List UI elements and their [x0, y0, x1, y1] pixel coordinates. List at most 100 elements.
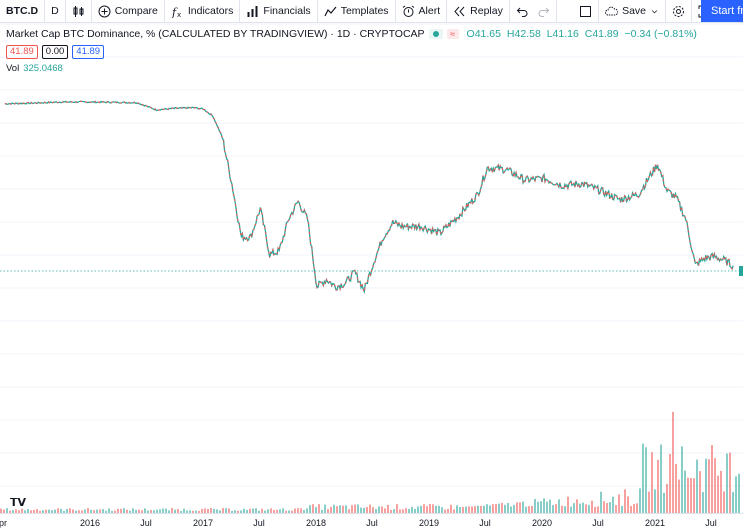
volume-bar [213, 508, 215, 513]
volume-bar [81, 510, 83, 513]
volume-bar [363, 507, 365, 513]
volume-bar [321, 509, 323, 513]
volume-bar [642, 443, 644, 513]
volume-bar [630, 505, 632, 513]
volume-bar [315, 507, 317, 513]
interval-label: D [51, 5, 59, 17]
volume-bar [528, 506, 530, 513]
volume-bar [132, 508, 134, 513]
volume-bar [405, 508, 407, 513]
time-axis-tick: Jul [479, 518, 491, 528]
volume-bar [618, 494, 620, 513]
volume-bar [597, 506, 599, 513]
financials-button[interactable]: Financials [240, 0, 318, 22]
volume-bar [162, 508, 164, 513]
volume-bar [516, 502, 518, 513]
volume-bar [228, 508, 230, 513]
volume-bar [309, 505, 311, 513]
price-series-down-overlay [4, 100, 734, 294]
volume-bar [702, 492, 704, 513]
volume-bar [336, 506, 338, 513]
volume-bar [648, 491, 650, 513]
volume-bar [72, 509, 74, 513]
volume-bar [684, 470, 686, 513]
volume-bar [639, 488, 641, 513]
replay-button[interactable]: Replay [447, 0, 510, 22]
time-axis-tick: Jul [253, 518, 265, 528]
volume-bar [222, 508, 224, 513]
volume-bar [687, 477, 689, 513]
volume-bar [672, 411, 674, 513]
time-axis-tick: 2020 [531, 518, 553, 528]
time-axis[interactable]: pr 2016 Jul 2017 Jul 2018 Jul 2019 Jul 2020 Jul 202… [0, 513, 743, 530]
low-value: L41.16 [546, 28, 579, 40]
volume-bar [645, 447, 647, 513]
volume-bar [438, 505, 440, 513]
volume-bar [552, 505, 554, 513]
settings-button[interactable] [666, 0, 692, 22]
volume-bar [348, 509, 350, 513]
volume-bar [675, 463, 677, 513]
undo-icon[interactable] [516, 5, 529, 18]
volume-bar [369, 504, 371, 513]
volume-bar [306, 508, 308, 513]
volume-bar [150, 509, 152, 513]
volume-bar [408, 508, 410, 513]
volume-bar [120, 508, 122, 513]
volume-bar [603, 501, 605, 513]
bid-ask-row: 41.89 0.00 41.89 [6, 45, 105, 59]
undo-redo-group [510, 0, 557, 22]
volume-bar [279, 509, 281, 513]
volume-bar [108, 508, 110, 513]
volume-bar [711, 445, 713, 513]
start-free-trial-button[interactable]: Start fr [701, 0, 743, 22]
bid-box[interactable]: 41.89 [6, 45, 38, 59]
symbol-search[interactable]: BTC.D [0, 0, 46, 22]
chart-type-button[interactable] [66, 0, 92, 22]
layout-button[interactable] [573, 0, 600, 22]
save-button[interactable]: Save [599, 0, 666, 22]
volume-bar [153, 510, 155, 513]
cloud-icon [605, 6, 619, 15]
templates-button[interactable]: Templates [318, 0, 396, 22]
volume-bar [699, 471, 701, 513]
alert-button[interactable]: Alert [396, 0, 448, 22]
volume-bar [318, 504, 320, 513]
volume-bar [567, 496, 569, 513]
compare-button[interactable]: Compare [92, 0, 165, 22]
volume-bar [462, 506, 464, 513]
price-chart[interactable] [0, 0, 743, 513]
volume-bar [561, 505, 563, 513]
volume-bar [678, 479, 680, 513]
volume-bar [93, 510, 95, 513]
volume-bar [504, 504, 506, 513]
volume-bar [300, 508, 302, 513]
volume-bar [465, 506, 467, 513]
interval-button[interactable]: D [45, 0, 66, 22]
redo-icon[interactable] [537, 5, 550, 18]
volume-bar [165, 508, 167, 513]
volume-bar [726, 453, 728, 513]
volume-bar [696, 459, 698, 513]
templates-icon [324, 6, 337, 16]
volume-bar [186, 510, 188, 513]
volume-bar [285, 510, 287, 513]
volume-bar [339, 505, 341, 513]
time-axis-tick: 2017 [192, 518, 214, 528]
volume-bar [102, 509, 104, 513]
volume-bar [9, 510, 11, 513]
volume-bar [666, 483, 668, 513]
ask-box[interactable]: 41.89 [72, 45, 105, 59]
volume-bar [276, 509, 278, 513]
volume-bar [525, 506, 527, 513]
volume-bar [36, 509, 38, 513]
svg-text:x: x [177, 11, 181, 18]
volume-bar [237, 510, 239, 513]
volume-label: Vol [6, 63, 20, 74]
volume-bar [474, 506, 476, 513]
volume-bar [96, 509, 98, 513]
volume-bar [735, 476, 737, 513]
volume-bar [534, 498, 536, 513]
